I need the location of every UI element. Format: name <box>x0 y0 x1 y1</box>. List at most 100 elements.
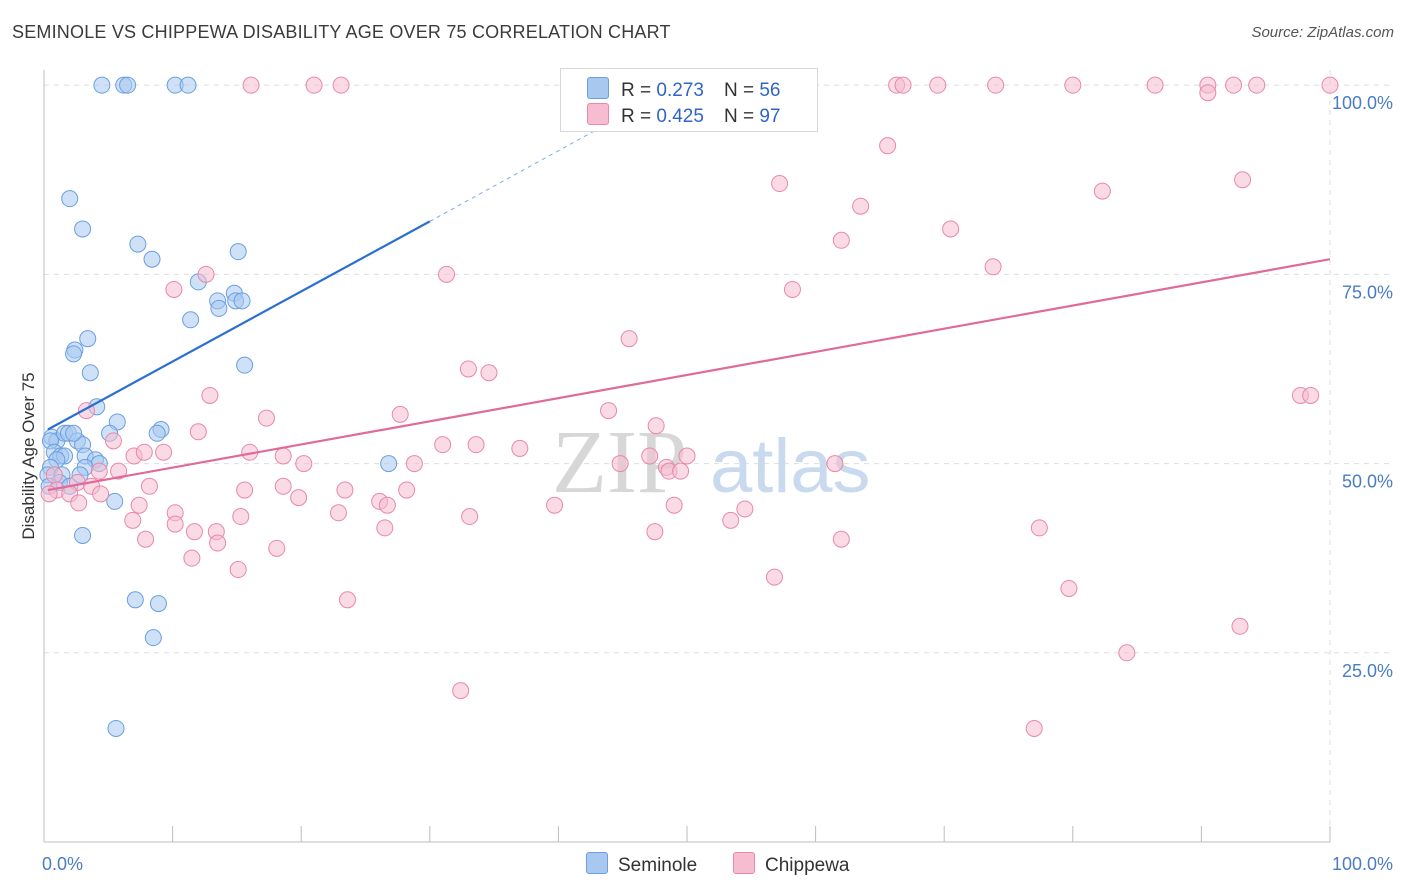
chippewa-point <box>987 76 1005 94</box>
chippewa-point <box>1234 171 1252 189</box>
seminole-point <box>380 455 398 473</box>
chippewa-point <box>183 549 201 567</box>
series-chippewa <box>40 76 1339 737</box>
chippewa-point <box>378 496 396 514</box>
x-tick-label-min: 0.0% <box>42 854 83 874</box>
chippewa-point <box>398 481 416 499</box>
seminole-legend-label: Seminole <box>618 855 698 876</box>
r-label: R = <box>621 106 652 127</box>
chippewa-point <box>1302 386 1320 404</box>
watermark: ZIP atlas <box>552 413 871 512</box>
source-label: Source: ZipAtlas.com <box>1251 24 1394 41</box>
chippewa-point <box>295 455 313 473</box>
chippewa-point <box>135 443 153 461</box>
seminole-point <box>179 76 197 94</box>
seminole-point <box>148 424 166 442</box>
seminole-point <box>126 591 144 609</box>
seminole-swatch <box>587 77 609 99</box>
chippewa-point <box>1225 76 1243 94</box>
y-tick-label: 75.0% <box>1342 282 1393 302</box>
chippewa-point <box>70 494 88 512</box>
chippewa-trend-line <box>47 258 1331 492</box>
chippewa-point <box>984 258 1002 276</box>
chippewa-point <box>274 447 292 465</box>
chippewa-point <box>879 137 897 155</box>
chippewa-point <box>459 360 477 378</box>
gridlines <box>44 70 1390 842</box>
correlation-legend: R = 0.273 N = 56 R = 0.425 N = 97 <box>560 68 818 132</box>
chippewa-point <box>232 508 250 526</box>
chippewa-point <box>1030 519 1048 537</box>
y-tick-label: 25.0% <box>1342 661 1393 681</box>
chippewa-point <box>929 76 947 94</box>
chippewa-point <box>1321 76 1339 94</box>
chippewa-point <box>242 76 260 94</box>
seminole-n-value: 56 <box>759 80 781 101</box>
chippewa-point <box>166 515 184 533</box>
chippewa-point <box>137 530 155 548</box>
chippewa-point <box>765 568 783 586</box>
chippewa-r-value: 0.425 <box>656 106 704 127</box>
chippewa-point <box>672 462 690 480</box>
x-tick-label-max: 100.0% <box>1332 854 1393 874</box>
seminole-point <box>81 364 99 382</box>
seminole-point <box>210 299 228 317</box>
seminole-point <box>61 190 79 208</box>
seminole-point <box>74 526 92 544</box>
seminole-legend-swatch <box>586 852 608 874</box>
chippewa-point <box>452 682 470 700</box>
chippewa-point <box>165 280 183 298</box>
watermark-atlas: atlas <box>710 424 871 509</box>
chippewa-n-value: 97 <box>759 106 781 127</box>
seminole-point <box>129 235 147 253</box>
chippewa-point <box>290 489 308 507</box>
axes <box>43 70 1331 843</box>
chippewa-point <box>480 364 498 382</box>
chippewa-point <box>229 561 247 579</box>
chippewa-point <box>641 447 659 465</box>
chippewa-point <box>665 496 683 514</box>
chippewa-point <box>894 76 912 94</box>
chippewa-point <box>305 76 323 94</box>
chippewa-point <box>329 504 347 522</box>
seminole-point <box>65 345 83 363</box>
chippewa-point <box>511 439 529 457</box>
chippewa-point <box>832 231 850 249</box>
legend-item-seminole[interactable]: Seminole <box>586 852 697 877</box>
chippewa-point <box>45 466 63 484</box>
chippewa-point <box>274 477 292 495</box>
r-label: R = <box>621 80 652 101</box>
chippewa-point <box>461 508 479 526</box>
chippewa-point <box>1025 719 1043 737</box>
chippewa-point <box>209 534 227 552</box>
chippewa-point <box>268 539 286 557</box>
chippewa-point <box>1146 76 1164 94</box>
chippewa-point <box>376 519 394 537</box>
chippewa-point <box>140 477 158 495</box>
chippewa-point <box>155 443 173 461</box>
chippewa-point <box>336 481 354 499</box>
seminole-point <box>79 330 97 348</box>
chippewa-point <box>826 455 844 473</box>
chippewa-point <box>257 409 275 427</box>
seminole-trend-line <box>47 220 431 431</box>
chippewa-point <box>90 462 108 480</box>
chippewa-point <box>942 220 960 238</box>
chippewa-point <box>1118 644 1136 662</box>
legend-row-chippewa: R = 0.425 N = 97 <box>587 103 780 129</box>
y-axis-label: Disability Age Over 75 <box>19 372 38 539</box>
chippewa-swatch <box>587 103 609 125</box>
chippewa-point <box>438 265 456 283</box>
seminole-point <box>233 292 251 310</box>
chart-title: SEMINOLE VS CHIPPEWA DISABILITY AGE OVER… <box>12 22 671 42</box>
legend-item-chippewa[interactable]: Chippewa <box>733 852 850 877</box>
chippewa-point <box>197 265 215 283</box>
chippewa-point <box>130 496 148 514</box>
chippewa-point <box>647 417 665 435</box>
chippewa-point <box>338 591 356 609</box>
chippewa-point <box>1060 579 1078 597</box>
chippewa-point <box>332 76 350 94</box>
n-label: N = <box>723 80 755 101</box>
chippewa-point <box>852 197 870 215</box>
